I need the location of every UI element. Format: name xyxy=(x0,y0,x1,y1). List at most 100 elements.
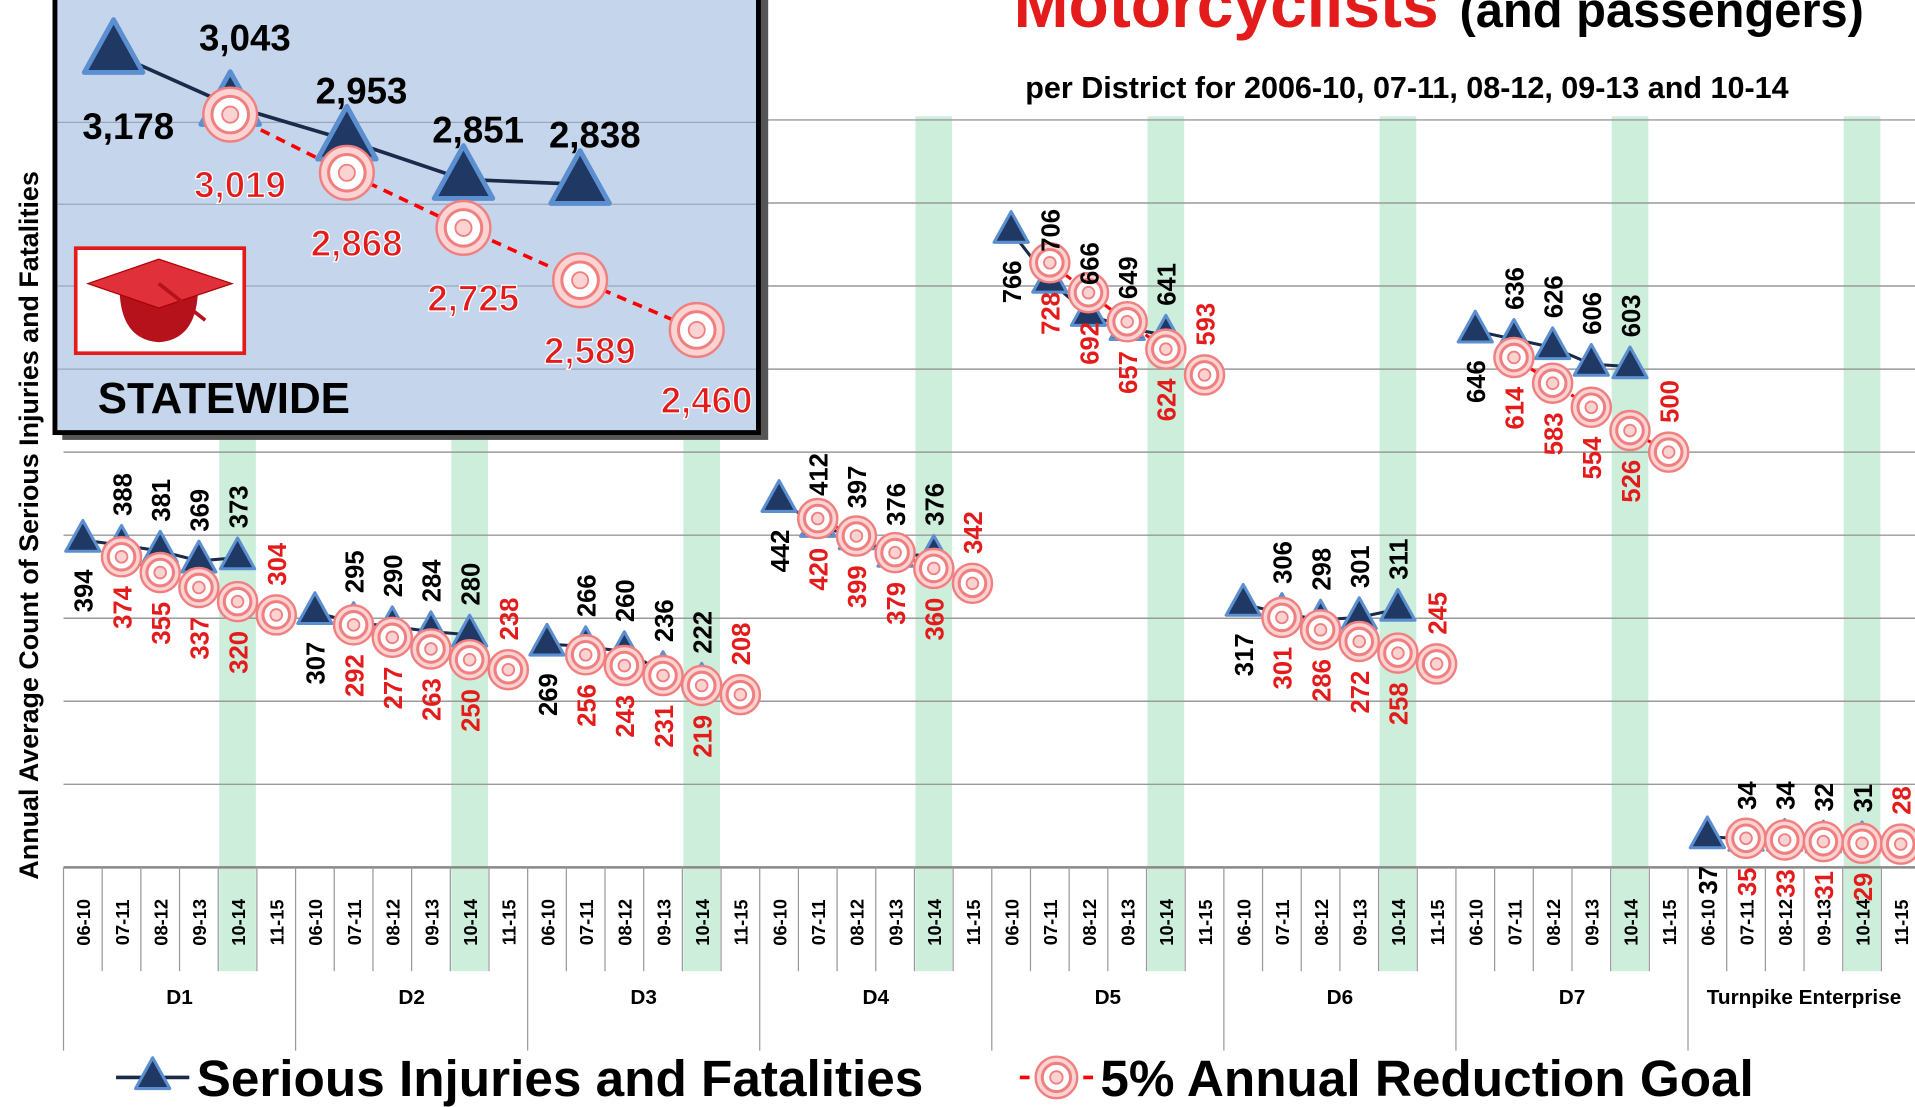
data-label: 258 xyxy=(1386,682,1414,725)
data-label: 222 xyxy=(689,611,717,654)
ring-inner xyxy=(888,545,902,560)
marker-ring xyxy=(1377,632,1419,674)
marker-ring xyxy=(1879,823,1915,865)
data-label: 250 xyxy=(457,689,485,732)
x-tick-label: 07-11 xyxy=(1272,899,1293,945)
marker-ring xyxy=(603,644,646,687)
ring-inner xyxy=(230,594,245,609)
ring-inner xyxy=(849,529,864,543)
x-tick-label: 10-14 xyxy=(1156,898,1177,946)
ring-inner xyxy=(578,647,593,662)
marker-ring xyxy=(796,497,839,540)
x-tick-label: 07-11 xyxy=(576,899,597,945)
marker-ring xyxy=(1609,409,1651,452)
x-tick-label: 11-15 xyxy=(1659,899,1680,945)
data-label: 526 xyxy=(1618,460,1646,503)
x-tick-label: 06-10 xyxy=(537,899,558,946)
inset-box xyxy=(52,0,761,436)
marker-ring xyxy=(487,648,530,691)
ring-inner xyxy=(1391,646,1405,660)
group-label: D2 xyxy=(398,986,425,1009)
x-tick-label: 10-14 xyxy=(460,898,481,946)
marker-triangle xyxy=(1572,342,1610,377)
data-label: 304 xyxy=(264,542,292,586)
data-label: 292 xyxy=(341,654,369,697)
ring-inner xyxy=(385,630,400,645)
marker-ring xyxy=(564,634,607,676)
data-label: 641 xyxy=(1154,263,1182,306)
highlight-band xyxy=(1379,116,1417,972)
ring-inner xyxy=(1159,342,1173,356)
group-label: D5 xyxy=(1095,986,1122,1009)
marker-ring xyxy=(874,531,916,574)
marker-ring xyxy=(951,562,994,605)
data-label: 2,589 xyxy=(544,330,636,371)
main-plot xyxy=(64,210,1915,865)
marker-triangle xyxy=(64,518,102,553)
data-label: 766 xyxy=(999,261,1027,304)
marker-triangle xyxy=(1379,587,1417,622)
data-label: 646 xyxy=(1463,360,1491,403)
marker-ring xyxy=(332,604,375,646)
data-label: 280 xyxy=(457,563,485,606)
data-label: 2,460 xyxy=(661,380,753,421)
data-label: 373 xyxy=(225,486,253,529)
ring-inner xyxy=(1739,831,1753,846)
ring-inner xyxy=(571,271,590,290)
data-label: 266 xyxy=(573,574,601,617)
marker-ring xyxy=(178,566,220,609)
data-label: 369 xyxy=(187,489,215,532)
x-tick-label: 07-11 xyxy=(112,899,133,945)
x-tick-label: 09-13 xyxy=(189,899,210,946)
data-label: 269 xyxy=(535,673,563,716)
inset-title: STATEWIDE xyxy=(98,374,350,423)
marker-ring xyxy=(680,664,723,707)
data-label: 636 xyxy=(1502,267,1530,310)
marker-ring xyxy=(1725,817,1767,860)
marker-ring xyxy=(255,594,298,636)
x-tick-label: 10-14 xyxy=(228,898,249,946)
marker-ring xyxy=(371,616,414,659)
x-tick-label: 06-10 xyxy=(769,899,790,946)
marker-ring xyxy=(1493,336,1535,379)
ring-inner xyxy=(1275,610,1289,625)
data-label: 2,851 xyxy=(432,110,524,151)
data-label: 376 xyxy=(922,483,950,526)
x-tick-label: 09-13 xyxy=(1582,899,1603,946)
data-label: 263 xyxy=(419,678,447,721)
marker-ring xyxy=(642,654,684,697)
marker-ring xyxy=(1570,386,1613,429)
data-label: 32 xyxy=(1811,783,1839,812)
data-label: 394 xyxy=(71,569,99,613)
marker-ring xyxy=(448,638,491,681)
data-label: 286 xyxy=(1308,659,1336,702)
marker-triangle xyxy=(431,143,496,201)
x-tick-label: 10-14 xyxy=(1388,898,1409,946)
highlight-band xyxy=(1147,116,1185,972)
marker-ring xyxy=(1763,819,1806,861)
marker-triangle xyxy=(528,622,566,657)
data-label: 320 xyxy=(225,631,253,674)
data-label: 500 xyxy=(1656,380,1684,423)
data-label: 614 xyxy=(1502,386,1530,430)
ring-inner xyxy=(1352,634,1367,649)
ring-inner xyxy=(1661,445,1676,459)
ring-inner xyxy=(733,687,748,702)
marker-ring xyxy=(1415,643,1458,685)
data-label: 342 xyxy=(960,511,988,554)
x-tick-label: 11-15 xyxy=(963,899,984,945)
data-label: 2,725 xyxy=(427,278,519,319)
data-label: 706 xyxy=(1038,209,1066,252)
data-label: 374 xyxy=(109,585,137,629)
group-label: Turnpike Enterprise xyxy=(1707,986,1901,1009)
marker-ring xyxy=(913,547,955,590)
x-tick-label: 06-10 xyxy=(1466,899,1487,946)
data-label: 311 xyxy=(1386,538,1414,579)
ring-inner xyxy=(424,642,438,656)
data-label: 3,019 xyxy=(194,165,286,206)
ring-inner xyxy=(1313,623,1328,637)
data-label: 277 xyxy=(380,667,408,710)
data-label: 2,868 xyxy=(311,223,403,264)
data-label: 388 xyxy=(109,473,137,516)
marker-triangle xyxy=(296,591,334,626)
